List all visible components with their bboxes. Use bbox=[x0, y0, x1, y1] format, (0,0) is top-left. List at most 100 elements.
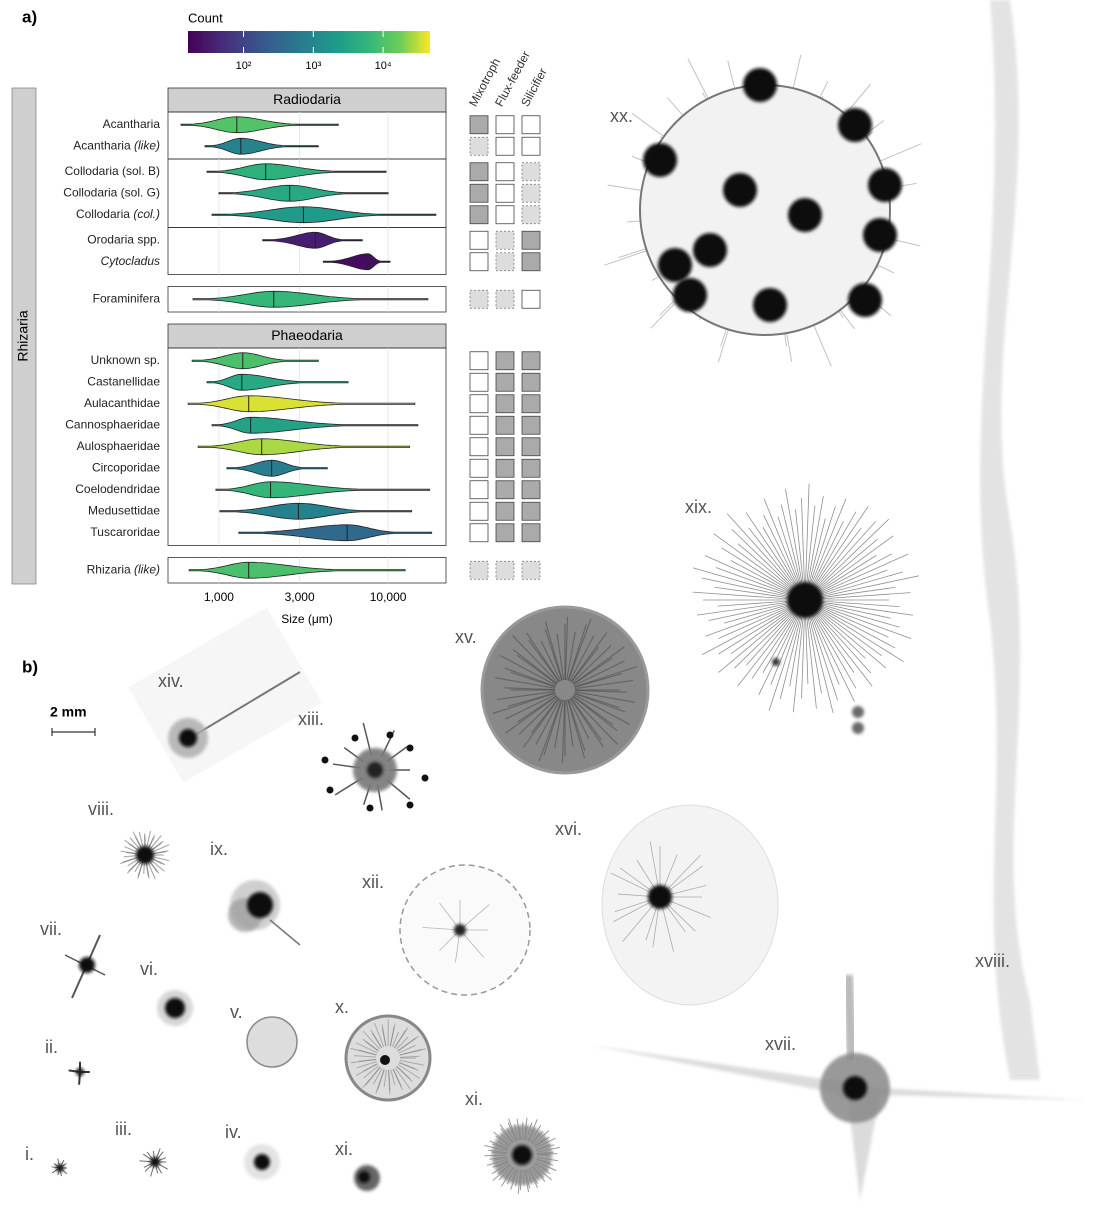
image-label: xiv. bbox=[158, 671, 184, 691]
violin bbox=[227, 460, 327, 476]
violin bbox=[219, 185, 388, 201]
specimen bbox=[165, 998, 185, 1018]
row-name: Coelodendridae bbox=[75, 482, 160, 496]
image-label: ix. bbox=[210, 839, 228, 859]
image-label: xii. bbox=[362, 872, 384, 892]
trait-box bbox=[496, 373, 514, 391]
image-label: xix. bbox=[685, 497, 712, 517]
row-name: Acantharia bbox=[103, 117, 161, 131]
trait-box bbox=[470, 137, 488, 155]
specimen bbox=[358, 1171, 370, 1183]
trait-box bbox=[522, 502, 540, 520]
trait-box bbox=[470, 116, 488, 134]
row-name: Unknown sp. bbox=[91, 353, 160, 367]
image-label: i. bbox=[25, 1144, 34, 1164]
panel-label: b) bbox=[22, 657, 38, 676]
trait-box bbox=[470, 231, 488, 249]
row-label: Aulacanthidae bbox=[84, 396, 160, 410]
row-label: Medusettidae bbox=[88, 503, 160, 517]
row-label: Collodaria (sol. B) bbox=[65, 164, 160, 178]
specimen bbox=[247, 892, 273, 918]
image-label: x. bbox=[335, 997, 349, 1017]
trait-box bbox=[470, 290, 488, 308]
trait-box bbox=[470, 459, 488, 477]
specimen-spine bbox=[719, 603, 802, 672]
trait-box bbox=[496, 290, 514, 308]
specimen bbox=[150, 1157, 160, 1167]
x-tick-label: 3,000 bbox=[285, 590, 315, 604]
specimen bbox=[848, 975, 852, 1060]
specimen bbox=[843, 1076, 867, 1100]
trait-box bbox=[522, 459, 540, 477]
trait-box bbox=[496, 524, 514, 542]
trait-box bbox=[522, 231, 540, 249]
trait-box bbox=[470, 184, 488, 202]
specimen bbox=[380, 1055, 390, 1065]
trait-box bbox=[470, 524, 488, 542]
specimen-frame bbox=[128, 607, 322, 782]
image-label: vi. bbox=[140, 959, 158, 979]
trait-box bbox=[470, 481, 488, 499]
trait-box bbox=[522, 116, 540, 134]
row-name: Collodaria (sol. G) bbox=[63, 185, 160, 199]
trait-box bbox=[522, 438, 540, 456]
trait-box bbox=[496, 416, 514, 434]
trait-box bbox=[470, 163, 488, 181]
trait-box bbox=[470, 438, 488, 456]
row-name: Circoporidae bbox=[92, 460, 160, 474]
image-label: xx. bbox=[610, 106, 633, 126]
specimen bbox=[352, 735, 359, 742]
row-name: Cannosphaeridae bbox=[65, 417, 160, 431]
violin bbox=[188, 396, 415, 412]
trait-box bbox=[522, 416, 540, 434]
specimen bbox=[852, 722, 864, 734]
trait-box bbox=[470, 502, 488, 520]
specimen-spine bbox=[810, 602, 911, 639]
image-label: xi. bbox=[335, 1139, 353, 1159]
specimen bbox=[136, 846, 154, 864]
violin bbox=[212, 207, 436, 223]
image-label: ii. bbox=[45, 1037, 58, 1057]
violin bbox=[323, 254, 390, 270]
violin bbox=[263, 232, 363, 248]
row-label: Castanellidae bbox=[87, 374, 160, 388]
specimen bbox=[367, 805, 374, 812]
trait-box bbox=[522, 352, 540, 370]
specimen bbox=[367, 762, 383, 778]
trait-box bbox=[522, 163, 540, 181]
specimen bbox=[454, 924, 466, 936]
violin bbox=[181, 117, 338, 133]
specimen bbox=[838, 108, 872, 142]
specimen bbox=[247, 1017, 297, 1067]
row-name: Castanellidae bbox=[87, 374, 160, 388]
specimen bbox=[387, 732, 394, 739]
colorbar-tick-label: 10³ bbox=[305, 60, 321, 72]
specimen-spine bbox=[693, 568, 800, 599]
trait-box bbox=[522, 524, 540, 542]
trait-box bbox=[496, 137, 514, 155]
trait-box bbox=[496, 231, 514, 249]
violin bbox=[220, 503, 412, 519]
row-qualifier: (col.) bbox=[133, 207, 160, 221]
row-label: Foraminifera bbox=[93, 291, 161, 305]
trait-box bbox=[496, 116, 514, 134]
trait-box bbox=[470, 416, 488, 434]
violin bbox=[198, 439, 410, 455]
image-label: iii. bbox=[115, 1119, 132, 1139]
x-tick-label: 10,000 bbox=[370, 590, 407, 604]
specimen bbox=[79, 957, 95, 973]
specimen bbox=[658, 248, 692, 282]
trait-box bbox=[496, 481, 514, 499]
specimen bbox=[179, 729, 197, 747]
trait-box bbox=[470, 352, 488, 370]
trait-box bbox=[470, 395, 488, 413]
violin bbox=[207, 164, 386, 180]
colorbar bbox=[188, 31, 430, 53]
specimen bbox=[76, 1068, 84, 1076]
row-label: Acantharia (like) bbox=[73, 138, 160, 152]
trait-box bbox=[496, 561, 514, 579]
image-label: xvi. bbox=[555, 819, 582, 839]
panel-label: a) bbox=[22, 7, 37, 26]
specimen bbox=[322, 757, 329, 764]
